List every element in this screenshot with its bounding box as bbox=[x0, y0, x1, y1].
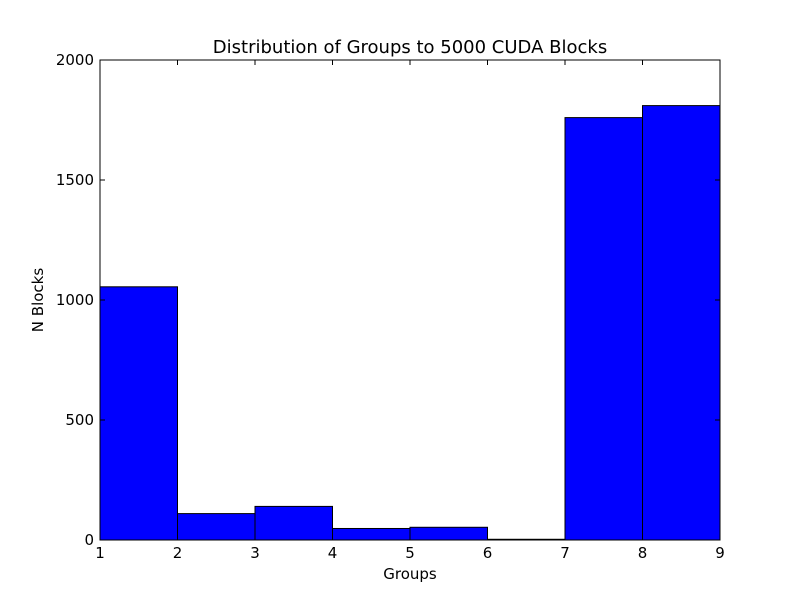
histogram-bar-8 bbox=[642, 105, 721, 541]
histogram-bar-2 bbox=[177, 513, 256, 541]
x-tick-label: 5 bbox=[405, 544, 415, 562]
y-tick-label: 1000 bbox=[56, 291, 94, 309]
x-tick-label: 7 bbox=[560, 544, 570, 562]
y-tick-label: 500 bbox=[65, 411, 94, 429]
y-axis-label: N Blocks bbox=[29, 268, 47, 333]
chart-title: Distribution of Groups to 5000 CUDA Bloc… bbox=[213, 37, 607, 58]
histogram-bar-1 bbox=[99, 286, 178, 541]
x-tick-label: 2 bbox=[173, 544, 183, 562]
x-tick-label: 6 bbox=[483, 544, 493, 562]
y-axis-ticks: 0 500 1000 1500 2000 bbox=[56, 51, 720, 549]
x-tick-label: 8 bbox=[638, 544, 648, 562]
x-tick-label: 4 bbox=[328, 544, 338, 562]
histogram-bar-3 bbox=[254, 505, 333, 541]
histogram-bar-4 bbox=[332, 527, 411, 541]
x-axis-ticks: 1 2 3 4 5 6 7 8 9 bbox=[95, 60, 725, 562]
x-tick-label: 9 bbox=[715, 544, 725, 562]
y-tick-label: 0 bbox=[84, 531, 94, 549]
histogram-bar-5 bbox=[409, 526, 488, 541]
x-axis-label: Groups bbox=[383, 565, 437, 583]
x-tick-label: 3 bbox=[250, 544, 260, 562]
y-tick-label: 2000 bbox=[56, 51, 94, 69]
y-tick-label: 1500 bbox=[56, 171, 94, 189]
bars-group bbox=[99, 105, 721, 541]
x-tick-label: 1 bbox=[95, 544, 105, 562]
histogram-bar-7 bbox=[564, 117, 643, 541]
